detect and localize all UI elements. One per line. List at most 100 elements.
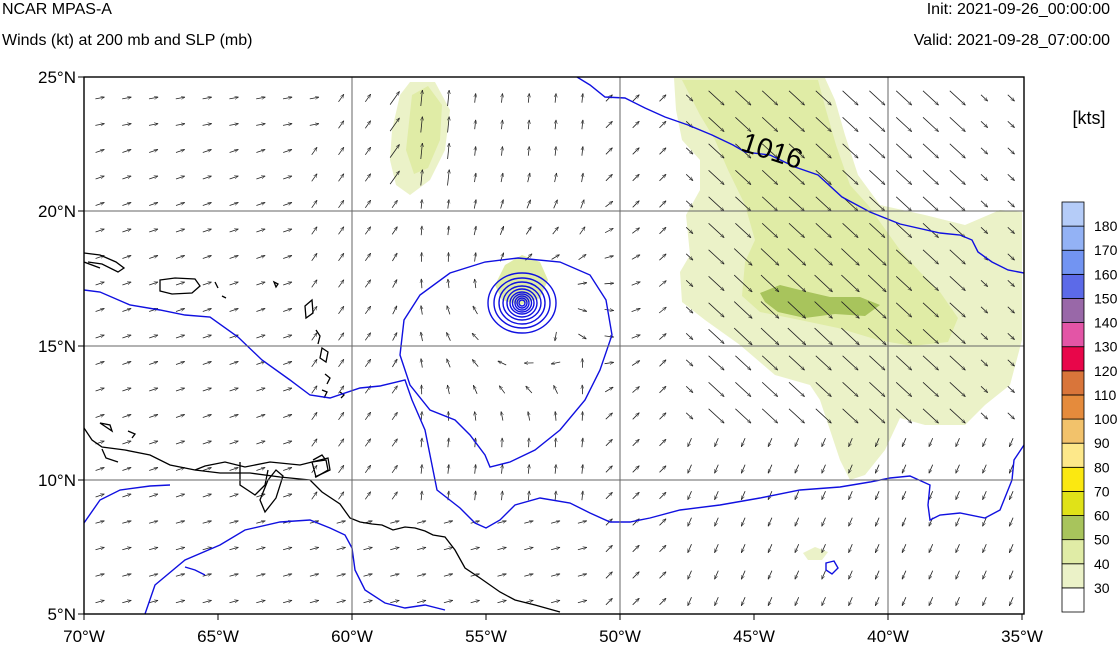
- wind-arrow: [714, 438, 719, 447]
- wind-arrow: [149, 150, 158, 153]
- wind-arrow: [735, 170, 751, 184]
- wind-arrow: [659, 95, 667, 102]
- island-vi-1: [214, 281, 219, 289]
- wind-arrow: [283, 282, 292, 286]
- wind-arrow: [1007, 147, 1015, 154]
- wind-arrow: [632, 545, 640, 553]
- island-dominica: [315, 329, 321, 345]
- isobar-1012-sw: [84, 484, 171, 524]
- colorbar-swatch: [1061, 418, 1085, 444]
- wind-arrow: [659, 519, 667, 526]
- wind-arrow: [282, 547, 292, 551]
- wind-arrow: [708, 382, 725, 396]
- wind-arrow: [687, 544, 692, 553]
- wind-arrow: [767, 544, 773, 553]
- wind-arrow: [815, 355, 832, 370]
- wind-arrow: [311, 386, 317, 394]
- wind-arrow: [122, 547, 131, 551]
- wind-arrow: [821, 491, 826, 500]
- wind-arrow: [1007, 174, 1015, 180]
- wind-arrow: [895, 249, 912, 264]
- wind-arrow: [794, 464, 800, 474]
- coastline-venezuela-north: [194, 457, 331, 478]
- wind-arrow: [338, 359, 344, 368]
- wind-arrow: [767, 517, 773, 527]
- wind-arrow: [632, 148, 640, 155]
- wind-arrow: [421, 170, 423, 186]
- colorbar-swatch: [1061, 466, 1085, 492]
- wind-arrow: [577, 547, 587, 551]
- wind-arrow: [659, 466, 667, 473]
- wind-arrow: [501, 411, 503, 421]
- colorbar-label: 150: [1094, 290, 1118, 306]
- wind-arrow: [524, 574, 533, 577]
- wind-arrow: [474, 226, 476, 236]
- wind-arrow: [475, 279, 476, 289]
- colorbar-label: 100: [1094, 411, 1118, 427]
- wind-arrow: [392, 359, 398, 368]
- wind-arrow: [901, 570, 907, 580]
- wind-arrow: [309, 547, 319, 551]
- wind-arrow: [842, 117, 859, 131]
- wind-arrow: [555, 173, 557, 183]
- island-hispaniola-rim: [84, 261, 101, 269]
- wind-arrow: [555, 331, 557, 341]
- wind-arrow: [714, 517, 719, 527]
- wind-arrow: [582, 120, 583, 130]
- wind-arrow: [980, 412, 988, 419]
- wind-arrow: [869, 355, 885, 370]
- wind-arrow: [869, 382, 885, 396]
- wind-arrow: [848, 517, 853, 527]
- wind-arrow: [582, 93, 583, 103]
- isobar-1016-north: [576, 77, 1024, 274]
- wind-arrow: [95, 521, 105, 524]
- wind-arrow: [874, 544, 880, 553]
- wind-arrow: [95, 282, 105, 286]
- wind-arrow: [605, 492, 613, 500]
- wind-arrow: [283, 176, 292, 180]
- wind-arrow: [1007, 200, 1015, 207]
- colorbar-label: 40: [1094, 556, 1110, 572]
- wind-arrow: [475, 93, 476, 103]
- colorbar-label: 30: [1094, 580, 1110, 596]
- wind-arrow: [499, 226, 505, 235]
- wind-arrow: [659, 492, 667, 500]
- colorbar-swatch: [1061, 563, 1085, 589]
- wind-arrow: [311, 200, 317, 209]
- wind-arrow: [421, 491, 422, 501]
- colorbar-label: 70: [1094, 483, 1110, 499]
- wind-arrow: [122, 176, 131, 180]
- wind-arrow: [788, 408, 805, 423]
- wind-arrow: [735, 355, 751, 370]
- wind-arrow: [982, 597, 987, 606]
- wind-arrow: [229, 574, 239, 577]
- wind-arrow: [475, 173, 476, 183]
- island-bonaire: [127, 430, 137, 439]
- wind-arrow: [552, 227, 559, 235]
- wind-arrow: [631, 308, 641, 312]
- coastline-south-america: [84, 427, 561, 613]
- wind-arrow: [922, 408, 939, 423]
- wind-arrow: [122, 124, 131, 126]
- wind-arrow: [841, 248, 859, 266]
- wind-arrow: [283, 150, 292, 153]
- wind-arrow: [256, 574, 265, 577]
- wind-arrow: [848, 597, 853, 606]
- wind-arrow: [848, 544, 853, 553]
- lat-label-10: 10°N: [38, 471, 76, 490]
- wind-arrow: [472, 333, 479, 341]
- island-cuba-end: [84, 252, 126, 273]
- wind-arrow: [336, 547, 346, 551]
- shade-cyclone: [495, 255, 548, 305]
- wind-arrow: [632, 228, 639, 234]
- wind-arrow: [391, 492, 397, 500]
- wind-arrow: [869, 143, 885, 158]
- wind-arrow: [336, 574, 346, 577]
- wind-arrow: [392, 306, 398, 315]
- wind-arrow: [283, 309, 292, 312]
- wind-arrow: [685, 94, 693, 101]
- wind-arrow: [815, 223, 832, 237]
- wind-arrow: [338, 492, 344, 500]
- wind-arrow: [202, 309, 212, 312]
- wind-arrow: [364, 147, 370, 156]
